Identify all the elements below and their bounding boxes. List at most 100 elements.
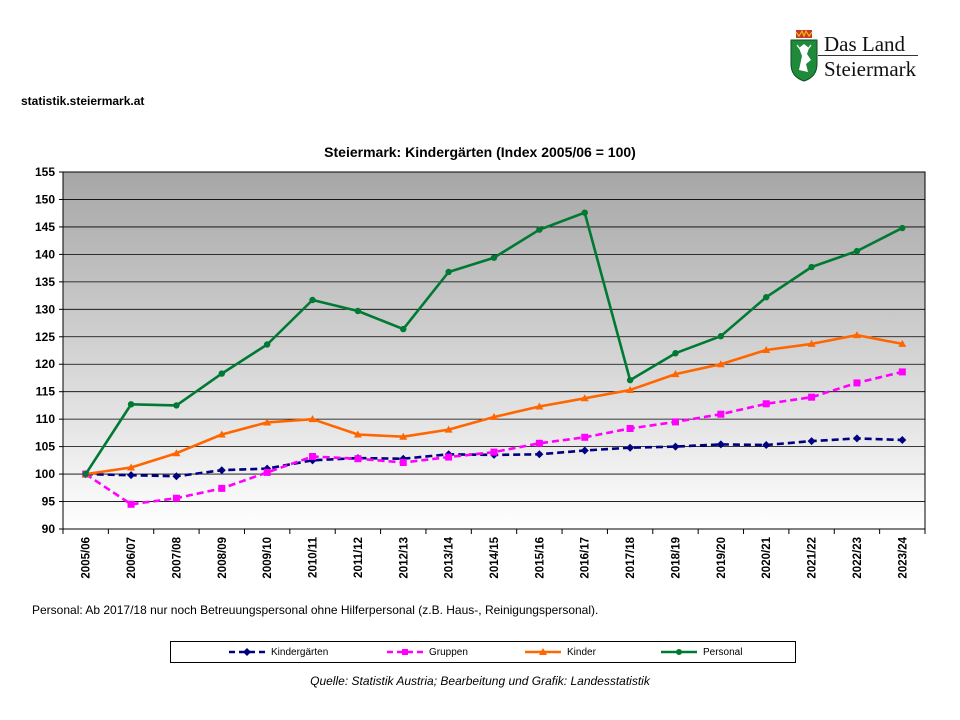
x-tick-label: 2013/14 xyxy=(444,536,456,578)
legend-item-personal[interactable]: Personal xyxy=(659,642,742,662)
data-point-personal xyxy=(763,294,770,301)
data-point-gruppen xyxy=(898,368,906,376)
site-url[interactable]: statistik.steiermark.at xyxy=(21,94,145,108)
y-tick-label: 150 xyxy=(35,192,55,206)
legend-swatch-kinder xyxy=(525,648,561,655)
y-tick-label: 135 xyxy=(35,275,55,289)
logo-text-line1: Das Land xyxy=(824,32,906,56)
data-point-kinder xyxy=(490,412,498,420)
source-note: Quelle: Statistik Austria; Bearbeitung u… xyxy=(310,674,650,688)
data-point-kindergaerten xyxy=(217,466,226,475)
data-point-gruppen xyxy=(218,484,226,492)
legend-item-kindergaerten[interactable]: Kindergärten xyxy=(227,642,328,662)
legend-item-kinder[interactable]: Kinder xyxy=(523,642,596,662)
footnote: Personal: Ab 2017/18 nur noch Betreuungs… xyxy=(32,603,599,617)
data-point-personal xyxy=(354,307,362,315)
data-point-personal xyxy=(853,247,861,255)
data-point-personal xyxy=(490,254,498,261)
x-tick-label: 2012/13 xyxy=(398,537,410,579)
data-point-personal xyxy=(445,268,452,276)
chart-title: Steiermark: Kindergärten (Index 2005/06 … xyxy=(324,144,636,160)
data-point-kindergaerten xyxy=(852,434,861,443)
data-point-gruppen xyxy=(399,459,407,467)
data-point-gruppen xyxy=(263,468,271,476)
y-tick-label: 140 xyxy=(35,247,55,261)
data-point-kindergaerten xyxy=(762,440,771,449)
y-tick-label: 155 xyxy=(35,165,55,179)
x-tick-label: 2017/18 xyxy=(625,536,637,578)
data-point-gruppen xyxy=(671,418,679,426)
data-point-kinder xyxy=(716,360,725,368)
x-tick-label: 2015/16 xyxy=(534,537,546,579)
x-tick-label: 2022/23 xyxy=(852,537,864,579)
data-point-gruppen xyxy=(762,400,770,408)
y-tick-label: 95 xyxy=(42,495,56,509)
x-tick-label: 2010/11 xyxy=(308,536,320,578)
data-point-gruppen xyxy=(808,393,816,401)
data-point-kinder xyxy=(172,449,181,457)
data-point-personal xyxy=(127,401,135,408)
data-point-personal xyxy=(672,350,679,357)
y-tick-label: 145 xyxy=(35,220,55,234)
data-point-personal xyxy=(82,470,89,478)
data-point-kindergaerten xyxy=(626,443,635,452)
data-point-kinder xyxy=(807,339,816,347)
x-tick-label: 2014/15 xyxy=(489,536,501,578)
data-point-kindergaerten xyxy=(671,442,680,451)
plot-area xyxy=(62,171,926,530)
y-tick-label: 100 xyxy=(35,467,55,481)
line-chart: 90 95 100 105 110 115 120 125 130 135 140 145 150 155… xyxy=(35,165,926,579)
legend: Kindergärten Gruppen Kinder Personal xyxy=(170,641,796,663)
x-tick-label: 2021/22 xyxy=(807,537,819,579)
data-point-kindergaerten xyxy=(807,437,816,446)
data-point-personal xyxy=(899,224,906,232)
series-personal xyxy=(82,209,906,478)
data-point-gruppen xyxy=(490,448,498,456)
x-tick-label: 2023/24 xyxy=(897,536,909,578)
data-point-kinder xyxy=(444,425,453,433)
data-point-personal xyxy=(581,209,588,216)
legend-label-personal: Personal xyxy=(703,646,743,658)
legend-item-gruppen[interactable]: Gruppen xyxy=(385,642,468,662)
x-tick-label: 2019/20 xyxy=(716,537,728,579)
data-point-kinder xyxy=(852,331,861,339)
data-point-personal xyxy=(808,263,815,271)
legend-swatch-kindergaerten xyxy=(229,648,265,656)
data-point-kinder xyxy=(898,339,907,347)
data-point-kindergaerten xyxy=(127,471,136,480)
y-tick-label: 120 xyxy=(35,357,55,371)
y-tick-label: 105 xyxy=(35,440,55,454)
das-land-steiermark-logo: Das Land Steiermark xyxy=(788,28,922,84)
data-point-kindergaerten xyxy=(535,450,544,459)
data-point-kinder xyxy=(353,430,362,438)
data-point-kinder xyxy=(308,415,317,423)
data-point-gruppen xyxy=(127,500,135,508)
x-tick-label: 2011/12 xyxy=(353,537,365,578)
x-tick-label: 2006/07 xyxy=(126,537,138,579)
coat-of-arms-icon xyxy=(790,30,818,82)
x-tick-label: 2016/17 xyxy=(580,537,592,579)
data-point-personal xyxy=(536,226,543,233)
data-point-gruppen xyxy=(717,410,725,418)
data-point-personal xyxy=(626,376,634,384)
logo-text-line2: Steiermark xyxy=(824,57,917,81)
data-point-kindergaerten xyxy=(898,436,907,445)
x-tick-label: 2008/09 xyxy=(217,537,229,579)
x-tick-label: 2018/19 xyxy=(670,537,682,579)
data-point-kindergaerten xyxy=(580,446,589,455)
data-point-kinder xyxy=(580,394,589,402)
data-point-kinder xyxy=(399,432,408,440)
data-point-gruppen xyxy=(853,379,861,387)
data-point-gruppen xyxy=(535,439,543,447)
data-point-kinder xyxy=(127,463,136,471)
data-point-gruppen xyxy=(445,453,453,461)
data-point-kinder xyxy=(535,402,544,410)
data-point-gruppen xyxy=(581,433,589,441)
data-point-personal xyxy=(263,341,271,348)
data-point-kinder xyxy=(762,345,771,353)
x-tick-label: 2005/06 xyxy=(81,537,93,579)
x-tick-label: 2020/21 xyxy=(761,536,773,578)
y-tick-label: 110 xyxy=(36,412,56,426)
data-point-personal xyxy=(173,402,180,409)
legend-swatch-personal xyxy=(661,649,697,655)
